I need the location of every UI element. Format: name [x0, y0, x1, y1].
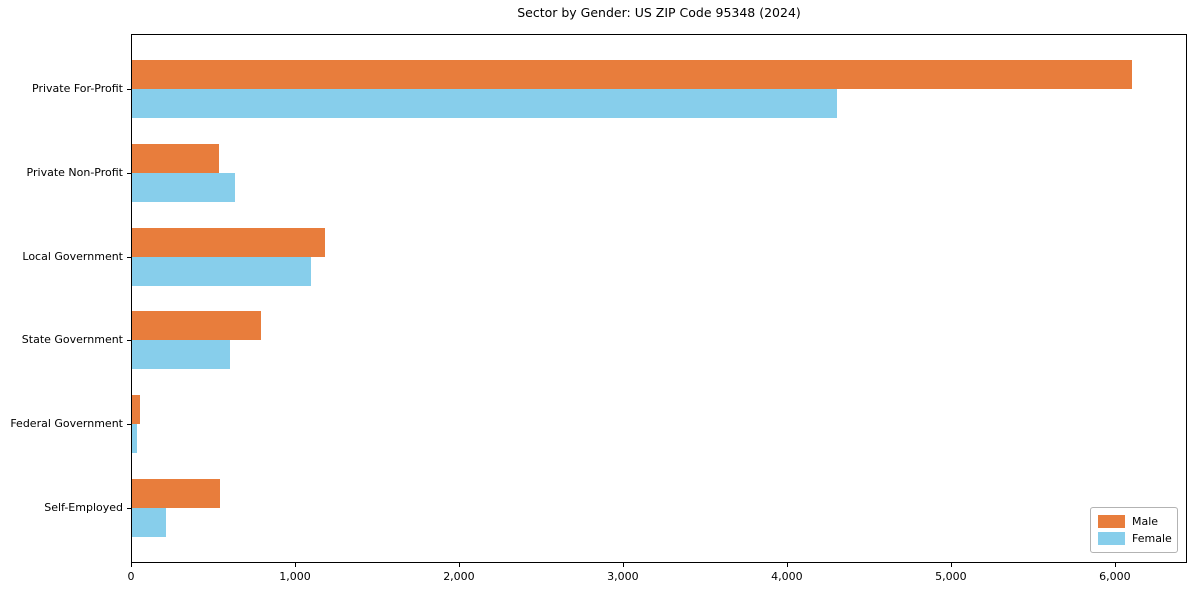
bar-female-2 [132, 256, 311, 286]
x-tick-label: 3,000 [607, 570, 639, 583]
x-tick-label: 2,000 [443, 570, 475, 583]
y-tick [127, 340, 131, 342]
x-tick-label: 0 [127, 570, 135, 583]
bar-male-3 [132, 311, 261, 341]
x-tick-label: 5,000 [935, 570, 967, 583]
bar-male-4 [132, 395, 141, 425]
bar-female-3 [132, 340, 231, 370]
bar-female-1 [132, 172, 236, 202]
y-category-label: Federal Government [10, 417, 123, 431]
legend-label-male: Male [1132, 515, 1159, 528]
chart-title: Sector by Gender: US ZIP Code 95348 (202… [517, 5, 801, 20]
bar-male-5 [132, 479, 220, 508]
x-tick [1114, 563, 1116, 567]
bar-female-0 [132, 89, 838, 118]
y-category-label: Self-Employed [44, 501, 123, 514]
x-tick [786, 563, 788, 567]
y-tick [127, 256, 131, 258]
y-tick [127, 89, 131, 90]
x-tick-label: 6,000 [1099, 570, 1131, 583]
bar-male-2 [132, 227, 325, 257]
y-tick [127, 424, 131, 426]
legend-label-female: Female [1132, 532, 1172, 545]
bar-female-5 [132, 508, 167, 537]
x-tick-label: 4,000 [771, 570, 803, 583]
plot-area [131, 34, 1187, 563]
legend-entry-male: Male [1098, 515, 1170, 528]
legend-entry-female: Female [1098, 532, 1172, 545]
y-category-label: Private For-Profit [32, 82, 123, 95]
legend: Male Female [1090, 507, 1178, 553]
bar-male-0 [132, 60, 1133, 89]
x-tick-label: 1,000 [279, 570, 311, 583]
bar-male-1 [132, 143, 219, 173]
female-swatch-icon [1098, 532, 1125, 545]
y-tick [127, 172, 131, 174]
bar-female-4 [132, 424, 137, 454]
x-tick [294, 563, 296, 567]
x-tick [622, 563, 624, 567]
y-tick [127, 508, 131, 509]
x-tick [458, 563, 460, 567]
y-category-label: Private Non-Profit [26, 165, 123, 179]
x-tick [131, 563, 132, 567]
x-tick [950, 563, 952, 567]
male-swatch-icon [1098, 515, 1125, 528]
y-category-label: Local Government [22, 249, 123, 263]
y-category-label: State Government [21, 333, 123, 347]
